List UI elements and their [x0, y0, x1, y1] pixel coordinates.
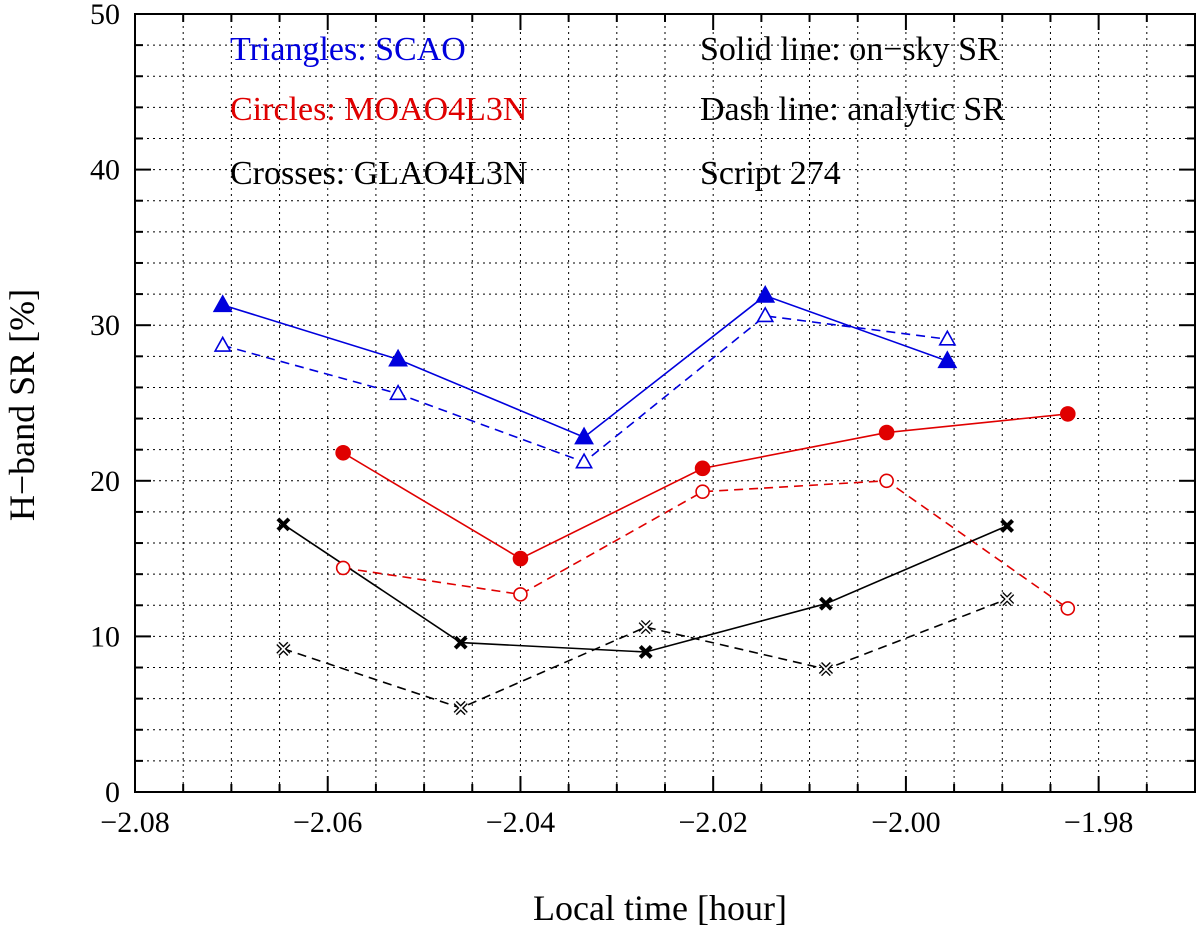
- y-tick-label: 50: [90, 0, 120, 31]
- x-tick-label: −2.00: [871, 806, 940, 839]
- annotation-script: Script 274: [700, 155, 841, 192]
- data-point-circle-open: [1060, 601, 1076, 616]
- grid-lines: [135, 14, 1195, 792]
- data-point-circle-open: [879, 473, 894, 489]
- data-point-triangle-filled: [212, 294, 233, 313]
- series-line: [282, 523, 1008, 653]
- data-point-cross-filled: [1000, 519, 1015, 533]
- data-point-triangle-open: [756, 306, 775, 323]
- data-point-triangle-open: [213, 335, 232, 352]
- series-line: [222, 294, 948, 439]
- data-point-triangle-filled: [388, 348, 408, 367]
- tick-labels: −2.08 −2.06 −2.04 −2.02 −2.00 −1.98 0 10 20 30 40 5…: [90, 0, 1133, 839]
- x-tick-label: −2.06: [293, 806, 362, 839]
- chart-annotations: Triangles: SCAO Circles: MOAO4L3N Crosse…: [230, 31, 1005, 192]
- data-point-cross-open: [276, 641, 291, 656]
- annotation-triangles: Triangles: SCAO: [230, 31, 466, 68]
- data-point-triangle-filled: [755, 284, 776, 303]
- x-tick-label: −2.08: [100, 806, 169, 839]
- x-tick-label: −1.98: [1064, 806, 1133, 839]
- data-point-circle-filled: [512, 550, 529, 567]
- annotation-crosses: Crosses: GLAO4L3N: [230, 155, 527, 192]
- data-point-circle-filled: [878, 424, 895, 441]
- data-point-circle-open: [513, 587, 528, 602]
- axis-ticks: [134, 13, 1196, 793]
- data-point-circle-filled: [1060, 406, 1076, 422]
- data-point-triangle-open: [938, 329, 957, 346]
- data-point-triangle-filled: [574, 426, 594, 445]
- y-tick-label: 30: [90, 309, 120, 342]
- data-point-cross-filled: [276, 517, 291, 532]
- data-markers: [212, 284, 1076, 716]
- series-lines: [222, 294, 1069, 709]
- y-tick-label: 0: [105, 776, 120, 809]
- data-point-cross-filled: [638, 645, 653, 659]
- data-point-circle-filled: [694, 460, 711, 477]
- data-point-cross-filled: [453, 635, 468, 650]
- data-point-cross-open: [818, 661, 834, 677]
- x-axis-label: Local time [hour]: [533, 888, 787, 928]
- data-point-cross-filled: [819, 596, 833, 611]
- annotation-solid-line: Solid line: on−sky SR: [700, 31, 1000, 68]
- y-tick-label: 40: [90, 154, 120, 187]
- data-point-cross-open: [999, 591, 1015, 607]
- series-line: [342, 479, 1069, 610]
- y-tick-label: 20: [90, 465, 120, 498]
- series-line: [283, 598, 1008, 709]
- data-point-triangle-open: [575, 452, 594, 469]
- annotation-dash-line: Dash line: analytic SR: [700, 91, 1005, 128]
- annotation-circles: Circles: MOAO4L3N: [230, 91, 527, 128]
- data-point-cross-open: [638, 619, 653, 635]
- x-tick-label: −2.02: [678, 806, 747, 839]
- data-point-triangle-open: [389, 384, 408, 401]
- data-point-triangle-filled: [937, 350, 958, 369]
- y-tick-label: 10: [90, 620, 120, 653]
- data-point-cross-open: [453, 700, 468, 716]
- x-tick-label: −2.04: [486, 806, 555, 839]
- data-point-circle-open: [695, 484, 710, 499]
- data-point-circle-open: [335, 560, 351, 576]
- y-axis-label: H−band SR [%]: [2, 289, 42, 521]
- data-point-circle-filled: [335, 444, 351, 461]
